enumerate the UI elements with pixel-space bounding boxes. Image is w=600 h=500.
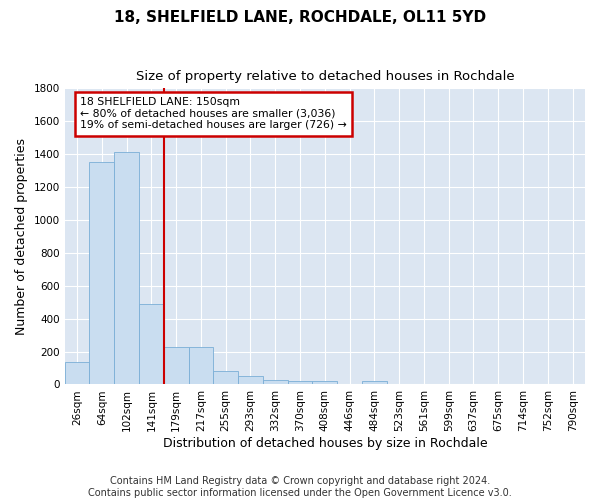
Bar xyxy=(263,380,287,384)
Bar xyxy=(287,381,313,384)
Title: Size of property relative to detached houses in Rochdale: Size of property relative to detached ho… xyxy=(136,70,514,83)
X-axis label: Distribution of detached houses by size in Rochdale: Distribution of detached houses by size … xyxy=(163,437,487,450)
Bar xyxy=(65,362,89,384)
Bar xyxy=(139,304,164,384)
Bar xyxy=(89,162,114,384)
Bar xyxy=(164,346,188,385)
Bar xyxy=(188,346,214,385)
Bar xyxy=(238,376,263,384)
Y-axis label: Number of detached properties: Number of detached properties xyxy=(15,138,28,335)
Bar xyxy=(114,152,139,384)
Bar xyxy=(362,381,387,384)
Text: Contains HM Land Registry data © Crown copyright and database right 2024.
Contai: Contains HM Land Registry data © Crown c… xyxy=(88,476,512,498)
Bar xyxy=(214,372,238,384)
Bar xyxy=(313,381,337,384)
Text: 18, SHELFIELD LANE, ROCHDALE, OL11 5YD: 18, SHELFIELD LANE, ROCHDALE, OL11 5YD xyxy=(114,10,486,25)
Text: 18 SHELFIELD LANE: 150sqm
← 80% of detached houses are smaller (3,036)
19% of se: 18 SHELFIELD LANE: 150sqm ← 80% of detac… xyxy=(80,97,347,130)
